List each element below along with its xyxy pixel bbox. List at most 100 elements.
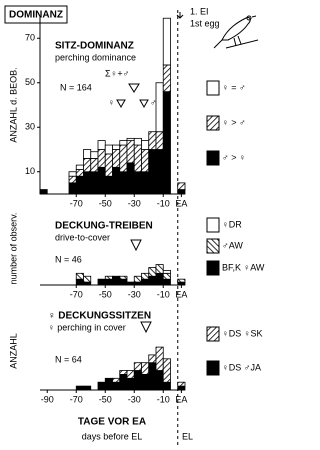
bird-icon (213, 15, 259, 49)
egg-label: 1. EI (190, 6, 209, 16)
bar-segment (97, 149, 106, 168)
sample-size: N = 164 (60, 82, 92, 92)
bar-segment (148, 362, 157, 391)
figure-title: DOMINANZ (9, 10, 63, 21)
mean-arrow (116, 99, 126, 109)
bar-segment (104, 153, 113, 177)
x-tick-label: -10 (157, 198, 170, 208)
bar-segment (104, 175, 113, 195)
bar-segment (112, 144, 121, 150)
bar-segment (97, 166, 106, 195)
mean-arrow (140, 321, 152, 334)
legend-label: ♀DR (222, 219, 242, 229)
x-tick-label: EA (175, 289, 187, 299)
bar-segment (90, 171, 99, 195)
sample-size: N = 64 (55, 354, 82, 364)
bar-segment (177, 278, 186, 283)
x-tick-label: -50 (99, 394, 112, 404)
bar-segment (133, 281, 142, 286)
x-axis-label: TAGE VOR EA (78, 417, 146, 428)
legend-swatch (206, 115, 220, 131)
bar-segment (177, 281, 186, 286)
bar-segment (119, 140, 128, 146)
x-tick-label: -70 (70, 289, 83, 299)
panel-title: DECKUNG-TREIBEN (55, 221, 153, 232)
bar-segment (133, 171, 142, 195)
bar-segment (83, 275, 92, 283)
panel-subtitle: perching dominance (55, 52, 136, 62)
bar-segment (75, 169, 84, 177)
bar-segment (119, 370, 128, 375)
el-label: EL (182, 431, 193, 441)
bar-segment (162, 91, 171, 195)
x-tick-label: -70 (70, 198, 83, 208)
y-axis-label: ANZAHL (8, 333, 18, 369)
bar-segment (141, 171, 150, 195)
bar-segment (141, 149, 150, 173)
bar-segment (177, 385, 186, 391)
y-tick-label: 10 (25, 166, 35, 176)
x-tick-label: -50 (99, 198, 112, 208)
bar-segment (68, 182, 77, 195)
x-tick-label: EA (175, 198, 187, 208)
egg-arrow (176, 12, 184, 19)
bar-segment (83, 385, 92, 391)
bar-segment (83, 157, 92, 173)
x-tick-label: -30 (128, 394, 141, 404)
bar-segment (126, 140, 135, 164)
bar-segment (97, 278, 106, 286)
x-tick-label: -30 (128, 289, 141, 299)
bar-segment (75, 164, 84, 170)
bar-segment (112, 377, 121, 383)
bar-segment (104, 144, 113, 155)
bar-segment (133, 144, 142, 173)
mean-arrow (130, 239, 142, 252)
bar-segment (133, 137, 142, 146)
annotation: ♀ (108, 97, 115, 107)
panel-subtitle: ♀ perching in cover (48, 322, 126, 332)
bar-segment (133, 362, 142, 371)
bar-segment (83, 149, 92, 159)
figure: DOMINANZ 1. EI 1st egg TAGE VOR EA days … (4, 5, 265, 448)
bar-segment (104, 377, 113, 391)
mean-arrow (128, 83, 140, 93)
bar-segment (177, 381, 186, 387)
bar-segment (104, 278, 113, 286)
bar-segment (155, 131, 164, 150)
bar-segment (133, 370, 142, 391)
bar-segment (148, 267, 157, 277)
bar-segment (148, 354, 157, 364)
bar-segment (119, 373, 128, 391)
bar-segment (68, 171, 77, 177)
bar-segment (112, 275, 121, 286)
panel-subtitle: drive-to-cover (55, 232, 110, 242)
bar-segment (162, 64, 171, 93)
x-tick-label: -30 (128, 198, 141, 208)
bar-segment (162, 269, 171, 274)
bar-segment (126, 137, 135, 141)
title-box (4, 5, 68, 24)
y-tick-label: 30 (25, 122, 35, 132)
bar-segment (162, 272, 171, 280)
bar-segment (155, 370, 164, 391)
y-tick-label: 70 (25, 33, 35, 43)
bar-segment (177, 189, 186, 195)
bar-segment (155, 346, 164, 371)
legend-label: ♀DS ♀SK (222, 328, 263, 338)
bar-segment (155, 272, 164, 286)
bar-segment (141, 272, 150, 280)
panel-title: SITZ-DOMINANZ (55, 41, 134, 52)
y-axis-label: ANZAHL d. BEOB. (8, 67, 18, 142)
x-tick-label: -10 (157, 394, 170, 404)
x-tick-label: -70 (70, 394, 83, 404)
bar-segment (141, 362, 150, 375)
bar-segment (155, 82, 164, 133)
x-tick-label: -90 (41, 394, 54, 404)
bar-segment (75, 385, 84, 391)
x-tick-label: -50 (99, 289, 112, 299)
legend-label: BF,K ♀AW (222, 262, 265, 272)
sample-size: N = 46 (55, 254, 82, 264)
bar-segment (68, 175, 77, 184)
bar-segment (75, 278, 84, 286)
bar-segment (39, 189, 48, 195)
